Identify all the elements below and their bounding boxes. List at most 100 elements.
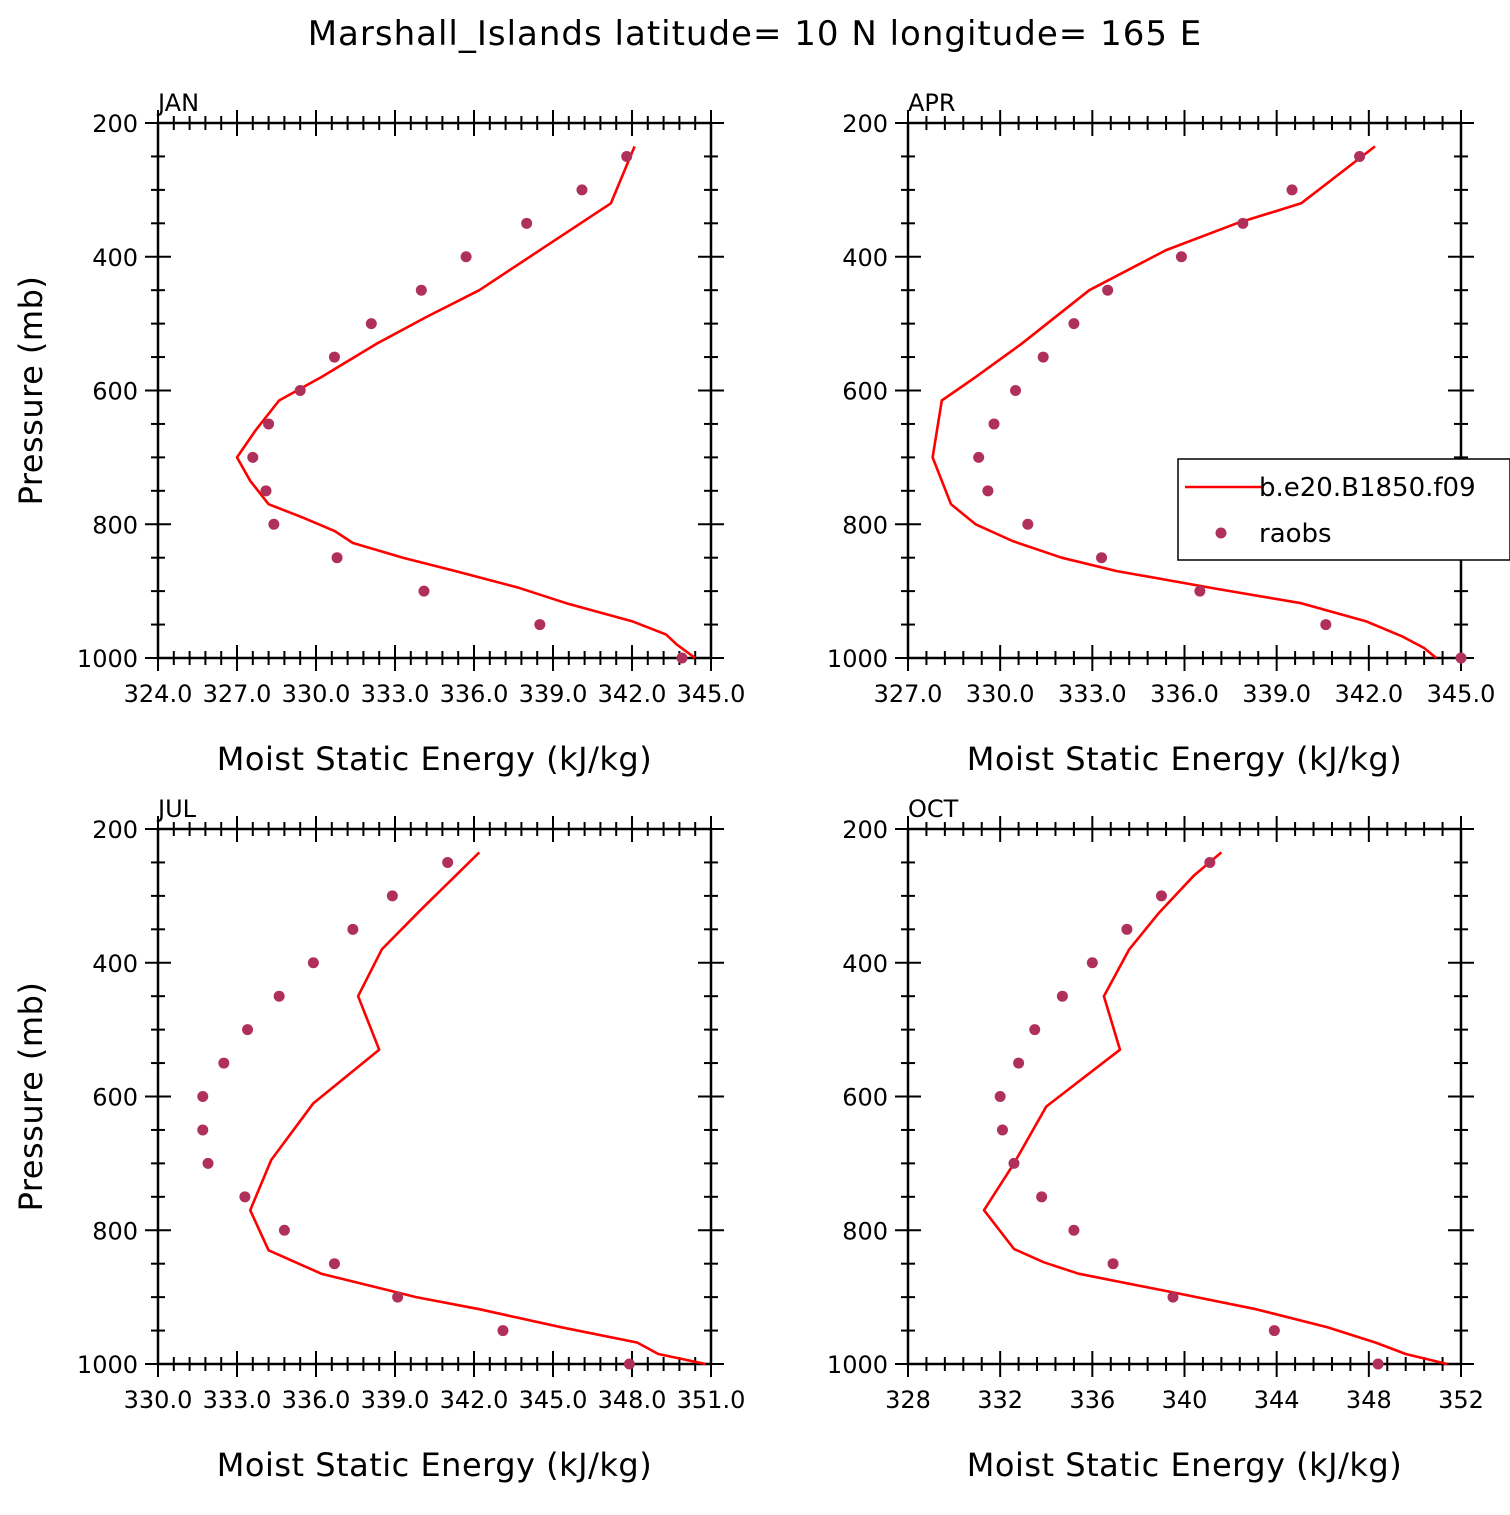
- raobs-point: [328, 351, 340, 363]
- raobs-point: [1010, 385, 1022, 396]
- x-tick-label: 348: [1346, 1386, 1392, 1414]
- legend-label-raobs: raobs: [1259, 519, 1332, 549]
- raobs-point: [460, 251, 472, 263]
- x-tick-label: 348.0: [598, 1386, 667, 1414]
- raobs-point: [1022, 518, 1034, 530]
- raobs-point: [1008, 1157, 1020, 1169]
- panel-label: OCT: [908, 795, 959, 823]
- x-axis-title: Moist Static Energy (kJ/kg): [967, 1446, 1402, 1484]
- x-tick-label: 345.0: [519, 1386, 588, 1414]
- raobs-point: [442, 856, 454, 868]
- raobs-point: [521, 217, 533, 229]
- panel-oct: OCT 200 400 600 800 1000 328 332 336 340 344 348 352…: [827, 795, 1484, 1484]
- raobs-point: [1056, 990, 1068, 1002]
- model-profile-line: [931, 145, 1438, 660]
- panel-label: APR: [908, 89, 956, 117]
- x-tick-label: 333.0: [203, 1386, 272, 1414]
- x-tick-label: 351.0: [677, 1386, 746, 1414]
- plot-frame: [156, 121, 713, 660]
- x-tick-label: 330.0: [966, 680, 1035, 708]
- raobs-point: [1372, 1358, 1384, 1370]
- legend: b.e20.B1850.f09 raobs: [1177, 458, 1510, 561]
- y-tick-label: 800: [842, 1217, 888, 1245]
- raobs-point: [260, 485, 272, 497]
- raobs-point: [1320, 619, 1332, 631]
- raobs-point: [415, 284, 427, 296]
- raobs-point: [218, 1057, 230, 1069]
- y-tick-label: 400: [842, 950, 888, 978]
- y-tick-label: 400: [92, 950, 138, 978]
- x-tick-label: 330.0: [124, 1386, 193, 1414]
- x-tick-label: 345.0: [1427, 680, 1496, 708]
- raobs-point: [1102, 284, 1114, 296]
- x-axis-title: Moist Static Energy (kJ/kg): [967, 740, 1402, 778]
- figure-title: Marshall_Islands latitude= 10 N longitud…: [308, 14, 1203, 54]
- x-tick-label: 336.0: [1150, 680, 1219, 708]
- x-tick-label: 352: [1438, 1386, 1484, 1414]
- legend-box: [1177, 458, 1510, 561]
- x-tick-label: 324.0: [124, 680, 193, 708]
- raobs-point: [247, 451, 259, 463]
- raobs-point: [1167, 1291, 1179, 1303]
- raobs-point: [623, 1358, 635, 1370]
- raobs-point: [307, 957, 319, 969]
- raobs-point: [392, 1291, 404, 1303]
- raobs-point: [1036, 1191, 1048, 1203]
- raobs-point: [331, 552, 343, 564]
- raobs-point: [418, 585, 430, 597]
- y-tick-label: 1000: [827, 1351, 888, 1379]
- raobs-point: [347, 923, 359, 935]
- y-tick-label: 1000: [827, 645, 888, 673]
- raobs-point: [1086, 957, 1098, 969]
- raobs-point: [294, 385, 306, 396]
- legend-dot-swatch: [1215, 527, 1227, 539]
- raobs-point: [386, 890, 398, 902]
- raobs-point: [1096, 552, 1108, 564]
- x-tick-label: 339.0: [1242, 680, 1311, 708]
- x-tick-label: 330.0: [282, 680, 351, 708]
- y-tick-label: 600: [92, 378, 138, 406]
- x-tick-label: 345.0: [677, 680, 746, 708]
- y-tick-label: 800: [92, 511, 138, 539]
- raobs-point: [1155, 890, 1167, 902]
- raobs-point: [1237, 217, 1249, 229]
- raobs-point: [621, 150, 633, 162]
- y-tick-label: 1000: [77, 1351, 138, 1379]
- x-tick-label: 339.0: [361, 1386, 430, 1414]
- raobs-point: [576, 184, 588, 196]
- raobs-point: [1068, 1224, 1080, 1236]
- x-tick-label: 328: [885, 1386, 931, 1414]
- x-tick-label: 336.0: [440, 680, 509, 708]
- y-tick-label: 600: [842, 378, 888, 406]
- y-tick-label: 600: [92, 1084, 138, 1112]
- raobs-point: [197, 1091, 209, 1102]
- raobs-point: [534, 619, 546, 631]
- legend-label-model: b.e20.B1850.f09: [1259, 473, 1476, 503]
- raobs-point: [1268, 1325, 1280, 1337]
- model-profile-line: [235, 145, 696, 660]
- raobs-point: [1029, 1024, 1041, 1036]
- x-axis-title: Moist Static Energy (kJ/kg): [217, 1446, 652, 1484]
- x-tick-label: 327.0: [203, 680, 272, 708]
- x-tick-label: 344: [1254, 1386, 1300, 1414]
- raobs-point: [365, 318, 377, 330]
- model-profile-line: [248, 851, 706, 1366]
- raobs-point: [1121, 923, 1133, 935]
- x-axis-title: Moist Static Energy (kJ/kg): [217, 740, 652, 778]
- raobs-point: [1175, 251, 1187, 263]
- x-tick-label: 333.0: [1058, 680, 1127, 708]
- y-tick-label: 1000: [77, 645, 138, 673]
- y-tick-label: 200: [842, 110, 888, 138]
- plot-frame: [156, 827, 713, 1366]
- x-tick-label: 333.0: [361, 680, 430, 708]
- raobs-point: [268, 518, 280, 530]
- y-axis-title: Pressure (mb): [12, 276, 50, 506]
- raobs-point: [973, 451, 985, 463]
- y-tick-label: 400: [92, 244, 138, 272]
- x-tick-label: 336: [1069, 1386, 1115, 1414]
- raobs-point: [263, 418, 275, 430]
- raobs-point: [1354, 150, 1366, 162]
- raobs-point: [1037, 351, 1049, 363]
